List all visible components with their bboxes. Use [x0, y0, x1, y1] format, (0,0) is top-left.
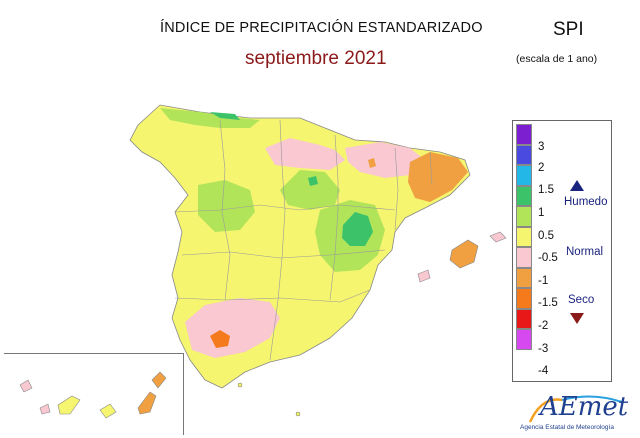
region-catalonia-dry [408, 152, 468, 202]
legend-swatch-3 [516, 185, 532, 206]
region-east-wet-core [342, 212, 373, 246]
legend-swatch-2 [516, 165, 532, 186]
legend-tick: 1 [538, 207, 545, 219]
scale-note: (escala de 1 ano) [516, 53, 598, 65]
aemet-logo [528, 395, 623, 423]
legend-category-wet: Humedo [564, 196, 608, 208]
region-madrid-spot [308, 176, 318, 186]
aemet-logo-subtitle: Agencia Estatal de Meteorología [520, 424, 614, 431]
legend-swatch-1 [516, 144, 532, 165]
canary-islands [19, 371, 167, 419]
region-center-wet [280, 170, 340, 210]
map-title: ÍNDICE DE PRECIPITACIÓN ESTANDARIZADO [160, 20, 483, 36]
legend-tick: 1.5 [538, 184, 554, 196]
legend-category-dry: Seco [568, 294, 595, 306]
region-ebro-dry [345, 142, 425, 178]
legend-swatch-7 [516, 267, 532, 288]
map-period: septiembre 2021 [245, 48, 387, 69]
canary-inset-frame [4, 353, 184, 435]
region-sevilla-dry-core [210, 330, 230, 348]
wet-triangle-icon [570, 180, 584, 191]
legend-tick: -1.5 [538, 297, 558, 309]
legend-tick: -1 [538, 275, 549, 287]
legend-tick: -2 [538, 320, 549, 332]
region-castilla-wet [198, 180, 255, 232]
legend-swatch-8 [516, 288, 532, 309]
legend-swatch-0 [516, 124, 532, 145]
legend-tick: 2 [538, 162, 545, 174]
region-andalusia-dry [185, 298, 280, 358]
legend-swatch-5 [516, 226, 532, 247]
melilla [295, 411, 301, 417]
region-aragon-dry-spot [368, 158, 376, 168]
dry-triangle-icon [570, 313, 584, 324]
region-cantabria-wet [210, 112, 240, 120]
legend-tick: 0.5 [538, 230, 554, 242]
province-borders [174, 119, 433, 361]
legend-tick: -4 [538, 365, 549, 377]
region-galicia-wet [160, 108, 260, 128]
legend-swatch-6 [516, 247, 532, 268]
aemet-logo-text: AEmet [540, 392, 629, 422]
index-code: SPI [553, 19, 584, 40]
legend-swatch-4 [516, 206, 532, 227]
island-mallorca [449, 239, 479, 269]
ceuta [237, 382, 243, 388]
legend-tick: 3 [538, 141, 545, 153]
island-menorca [489, 231, 507, 243]
region-north-dry [265, 138, 345, 170]
spi-legend: 3 2 1.5 1 0.5 -0.5 -1 -1.5 -2 -3 -4 [512, 120, 612, 382]
legend-swatch-9 [516, 308, 532, 329]
legend-tick: -0.5 [538, 252, 558, 264]
legend-swatch-10 [516, 329, 532, 350]
legend-tick: -3 [538, 343, 549, 355]
legend-category-normal: Normal [566, 246, 604, 258]
island-ibiza [417, 269, 431, 283]
